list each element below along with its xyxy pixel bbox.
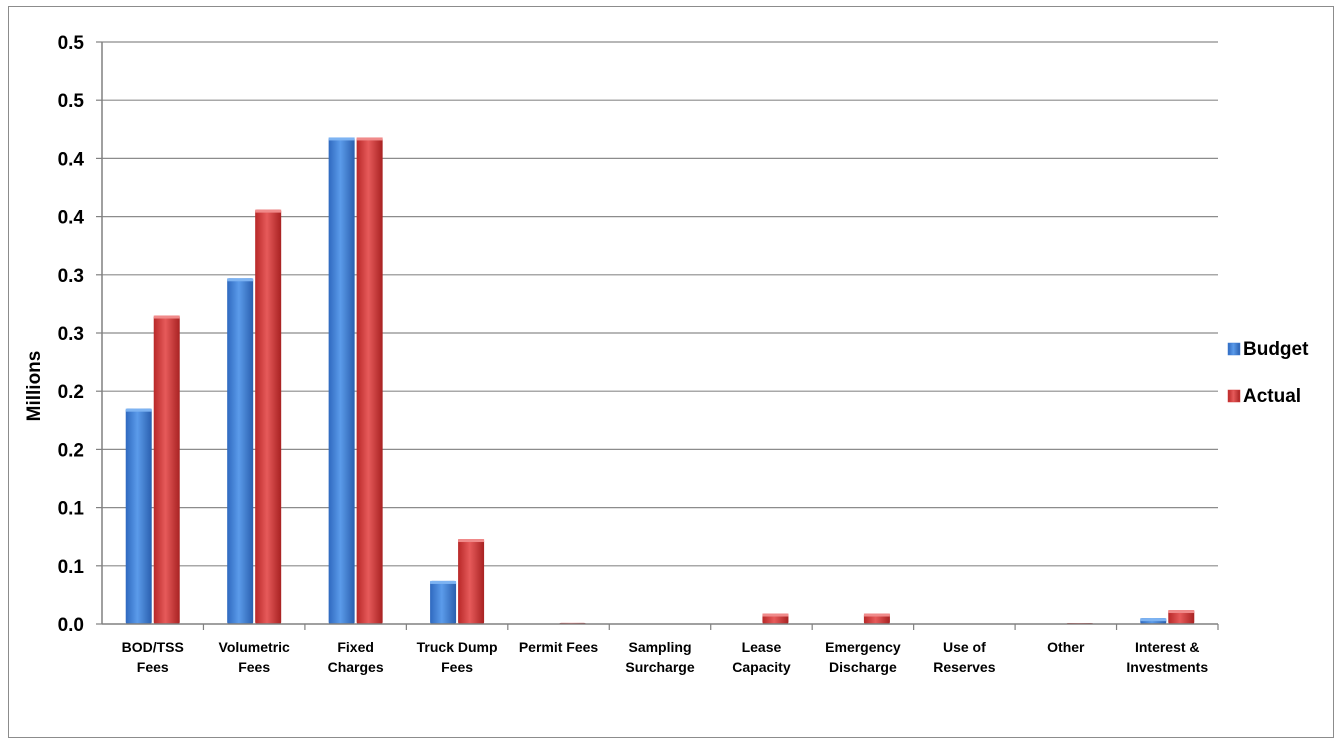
bar-top-highlight [863,613,890,617]
legend: Budget Actual [1227,339,1309,407]
bars [125,137,1195,624]
bar-top-highlight [430,580,457,584]
gridlines [96,41,1219,630]
x-category-label: Other [1047,639,1085,655]
x-category-label: BOD/TSS Fees [122,639,184,675]
legend-label-budget: Budget [1243,339,1309,360]
bar-actual [458,539,485,624]
bar-top-highlight [328,137,355,141]
bar-top-highlight [458,539,485,543]
bar-top-highlight [125,408,152,412]
x-category-label: Truck Dump Fees [417,639,498,675]
bar-actual [255,209,282,624]
x-category-label: Interest & Investments [1126,639,1208,675]
y-tick-label: 0.1 [58,557,85,578]
bar-budget [430,580,457,624]
bar-top-highlight [1168,610,1195,614]
bar-budget [125,408,152,624]
bar-top-highlight [153,315,180,319]
bar-top-highlight [356,137,383,141]
y-axis-label: Millions [24,351,45,422]
bar-top-highlight [255,209,282,213]
x-category-label: Emergency Discharge [825,639,901,675]
x-category-label: Use of Reserves [933,639,995,675]
y-tick-label: 0.5 [58,91,85,112]
legend-swatch-actual [1227,389,1241,403]
bar-top-highlight [1140,618,1167,622]
x-category-label: Volumetric Fees [219,639,291,675]
bar-actual [153,315,180,624]
y-tick-label: 0.4 [58,149,85,170]
bar-top-highlight [762,613,789,617]
x-category-label: Permit Fees [519,639,599,655]
y-tick-label: 0.5 [58,33,85,54]
bar-top-highlight [227,278,254,282]
bar-budget [227,278,254,624]
bar-actual [356,137,383,624]
bar-actual [1168,610,1195,624]
x-category-label: Fixed Charges [328,639,384,675]
y-tick-label: 0.2 [58,440,84,461]
y-tick-label: 0.3 [58,324,84,345]
y-tick-label: 0.4 [58,208,85,229]
y-tick-label: 0.0 [58,615,84,636]
y-tick-label: 0.2 [58,382,84,403]
y-axis-ticks: 0.0 0.1 0.1 0.2 0.2 0.3 0.3 0.4 0.4 0.5 0.5 [58,33,85,636]
x-category-label: Sampling Surcharge [625,639,694,675]
legend-swatch-budget [1227,342,1241,356]
y-tick-label: 0.1 [58,499,85,520]
x-axis-categories: BOD/TSS Fees Volumetric Fees Fixed Charges Tru… [122,639,1209,675]
bar-budget [328,137,355,624]
legend-label-actual: Actual [1243,386,1301,407]
x-category-label: Lease Capacity [732,639,791,675]
y-tick-label: 0.3 [58,266,84,287]
